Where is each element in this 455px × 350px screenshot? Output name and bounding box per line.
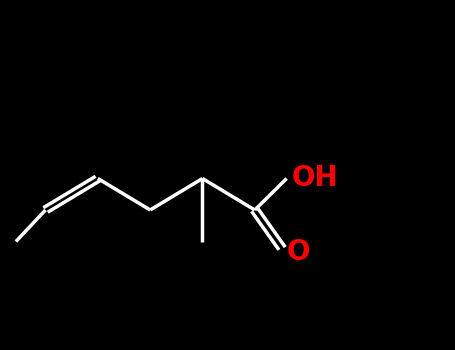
Text: O: O (287, 238, 310, 266)
Text: OH: OH (292, 164, 339, 193)
